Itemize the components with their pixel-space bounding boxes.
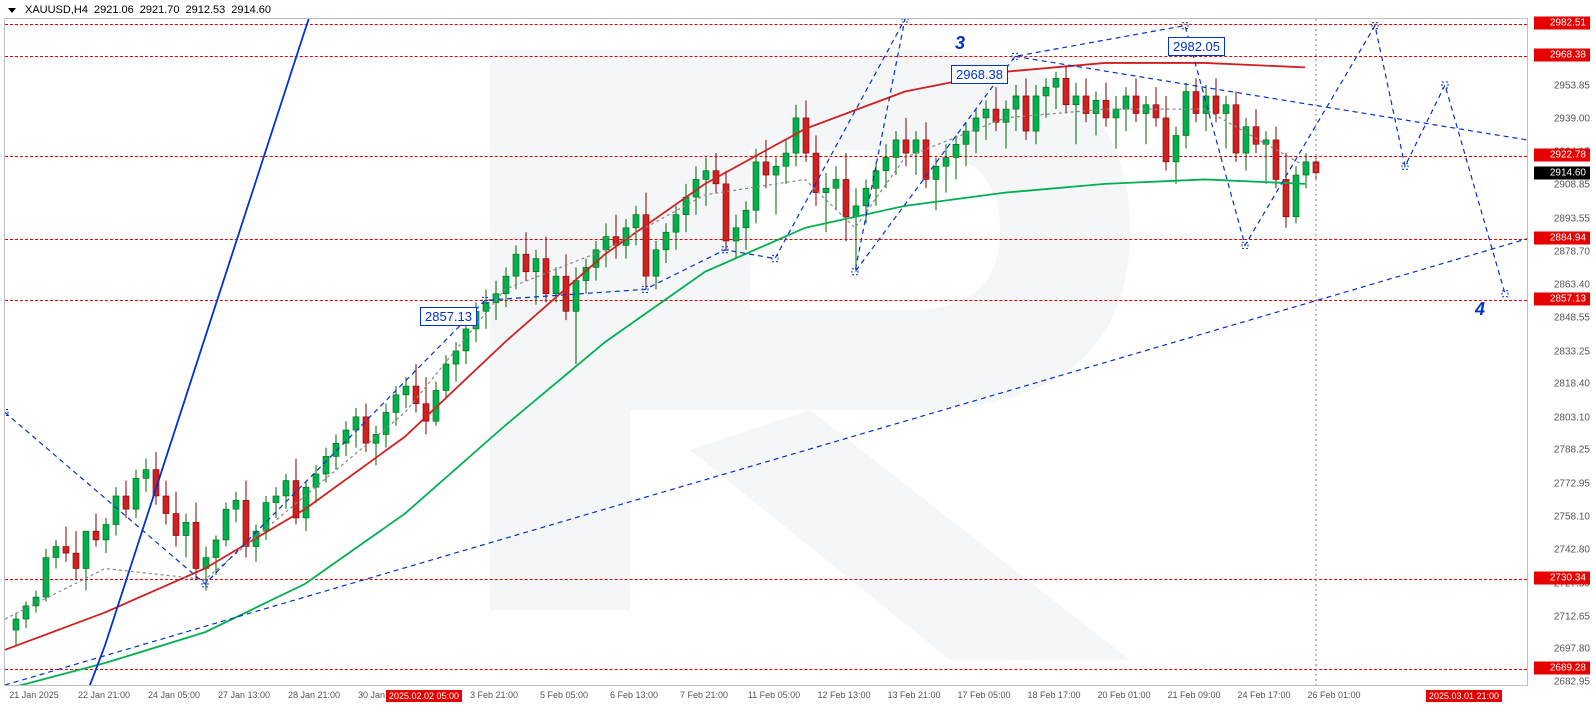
- price-level-label: 2922.78: [1534, 148, 1590, 161]
- dropdown-triangle-icon: [8, 8, 16, 13]
- x-tick-label: 22 Jan 21:00: [78, 690, 130, 700]
- price-level-label: 2689.28: [1534, 661, 1590, 674]
- ohlc-open: 2921.06: [94, 4, 134, 16]
- price-level-label: 2884.94: [1534, 231, 1590, 244]
- horizontal-price-line: [5, 56, 1527, 57]
- current-price-label: 2914.60: [1534, 166, 1590, 179]
- price-level-label: 2730.34: [1534, 571, 1590, 584]
- elliott-wave-label: 4: [1475, 299, 1485, 320]
- x-tick-label: 24 Feb 17:00: [1237, 690, 1290, 700]
- y-tick-label: 2908.85: [1554, 180, 1590, 191]
- x-tick-label: 12 Feb 13:00: [817, 690, 870, 700]
- price-level-label: 2857.13: [1534, 293, 1590, 306]
- x-tick-label: 11 Feb 05:00: [748, 690, 800, 700]
- y-tick-label: 2878.70: [1554, 246, 1590, 257]
- ohlc-high: 2921.70: [140, 4, 180, 16]
- x-tick-label: 26 Feb 01:00: [1307, 690, 1360, 700]
- x-tick-label: 17 Feb 05:00: [957, 690, 1010, 700]
- y-tick-label: 2772.95: [1554, 479, 1590, 490]
- price-annotation-box: 2982.05: [1168, 37, 1225, 56]
- x-tick-label-highlight: 2025.03.01 21:00: [1426, 690, 1502, 702]
- y-tick-label: 2848.55: [1554, 312, 1590, 323]
- horizontal-price-line: [5, 669, 1527, 670]
- ohlc-low: 2912.53: [186, 4, 226, 16]
- y-tick-label: 2682.95: [1554, 676, 1590, 687]
- price-annotation-box: 2857.13: [420, 307, 477, 326]
- price-level-label: 2968.38: [1534, 48, 1590, 61]
- x-tick-label: 13 Feb 21:00: [887, 690, 940, 700]
- x-tick-label: 6 Feb 13:00: [610, 690, 658, 700]
- x-tick-label-highlight: 2025.02.02 05:00: [386, 690, 462, 702]
- chart-plot-area[interactable]: 3 4 2857.13 2968.38 2982.05: [4, 18, 1528, 686]
- x-tick-label: 21 Feb 09:00: [1167, 690, 1220, 700]
- y-tick-label: 2742.80: [1554, 545, 1590, 556]
- x-tick-label: 24 Jan 05:00: [148, 690, 200, 700]
- horizontal-price-line: [5, 24, 1527, 25]
- x-tick-label: 28 Jan 21:00: [288, 690, 340, 700]
- y-tick-label: 2803.10: [1554, 412, 1590, 423]
- horizontal-price-line: [5, 156, 1527, 157]
- ohlc-close: 2914.60: [231, 4, 271, 16]
- x-tick-label: 20 Feb 01:00: [1097, 690, 1150, 700]
- horizontal-price-line: [5, 239, 1527, 240]
- x-tick-label: 3 Feb 21:00: [470, 690, 518, 700]
- y-tick-label: 2893.55: [1554, 214, 1590, 225]
- price-annotation-box: 2968.38: [951, 65, 1008, 84]
- chart-title-bar: XAUUSD,H4 2921.06 2921.70 2912.53 2914.6…: [8, 4, 271, 16]
- y-tick-label: 2939.00: [1554, 114, 1590, 125]
- x-tick-label: 5 Feb 05:00: [540, 690, 588, 700]
- x-tick-label: 27 Jan 13:00: [218, 690, 270, 700]
- horizontal-price-line: [5, 300, 1527, 301]
- horizontal-price-line: [5, 579, 1527, 580]
- y-tick-label: 2788.25: [1554, 445, 1590, 456]
- x-tick-label: 7 Feb 21:00: [680, 690, 728, 700]
- chart-container: XAUUSD,H4 2921.06 2921.70 2912.53 2914.6…: [0, 0, 1596, 716]
- y-tick-label: 2712.65: [1554, 611, 1590, 622]
- y-tick-label: 2953.85: [1554, 81, 1590, 92]
- y-tick-label: 2697.80: [1554, 644, 1590, 655]
- y-tick-label: 2758.10: [1554, 511, 1590, 522]
- y-axis: 2682.952697.802712.652727.502742.802758.…: [1530, 18, 1592, 684]
- price-level-label: 2982.51: [1534, 17, 1590, 30]
- y-tick-label: 2863.40: [1554, 280, 1590, 291]
- x-tick-label: 21 Jan 2025: [9, 690, 59, 700]
- y-tick-label: 2833.25: [1554, 346, 1590, 357]
- y-tick-label: 2818.40: [1554, 379, 1590, 390]
- chart-svg-overlay: [5, 19, 1527, 685]
- symbol-name: XAUUSD,H4: [25, 4, 88, 16]
- x-axis: 21 Jan 2025 22 Jan 21:00 24 Jan 05:00 27 Ja…: [4, 688, 1526, 712]
- x-tick-label: 18 Feb 17:00: [1027, 690, 1080, 700]
- elliott-wave-label: 3: [955, 33, 965, 54]
